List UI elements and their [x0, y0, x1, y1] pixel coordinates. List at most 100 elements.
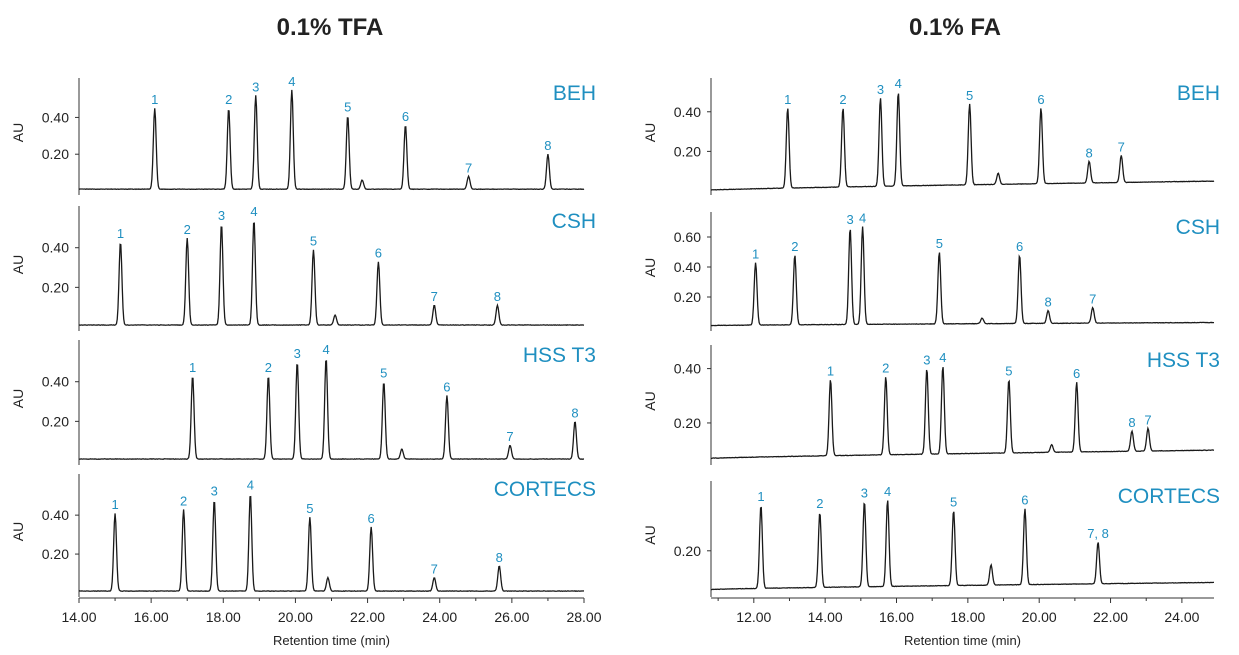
panel0-row0-trace [78, 89, 585, 191]
panel-title-tfa: 0.1% TFA [276, 14, 384, 41]
panel0-row0-peak-label: 7 [465, 160, 472, 175]
panel1-row7-peak-label: 7, 8 [1087, 526, 1109, 541]
panel1-row4-peak-label: 2 [839, 92, 846, 107]
panel0-row2-peak-label: 3 [294, 346, 301, 361]
panel1-x-tick-label: 18.00 [950, 609, 985, 625]
panel0-row0-y-tick-label: 0.20 [42, 146, 69, 162]
panel1-row4-peak-label: 5 [966, 88, 973, 103]
panel0-row2-y-tick-label: 0.40 [42, 374, 69, 390]
panel1-row5-peak-label: 4 [859, 211, 866, 226]
panel0-row3-y-tick-label: 0.40 [42, 507, 69, 523]
panel0-x-tick-label: 26.00 [494, 609, 529, 625]
panel1-row5-y-axis-label: AU [642, 258, 658, 277]
panel0-row2-trace [78, 360, 585, 460]
panel1-row4-y-axis-label: AU [642, 123, 658, 142]
panel1-row7-peak-label: 5 [950, 494, 957, 509]
panel0-row1-peak-label: 1 [117, 226, 124, 241]
panel0-row3-peak-label: 3 [211, 484, 218, 499]
panel1-row7-peak-label: 2 [816, 496, 823, 511]
panel0-row3-peak-label: 8 [496, 550, 503, 565]
panel1-row6-peak-label: 7 [1144, 412, 1151, 427]
panel1-x-tick-label: 24.00 [1164, 609, 1199, 625]
panel1-row4-peak-label: 8 [1086, 145, 1093, 160]
panel1-row7-y-tick-label: 0.20 [674, 543, 701, 559]
panel0-row3-peak-label: 7 [431, 561, 438, 576]
panel0-row0-peak-label: 2 [225, 92, 232, 107]
panel1-row6-y-tick-label: 0.20 [674, 415, 701, 431]
panel1-row6-y-axis-label: AU [642, 391, 658, 410]
panel0-row2-y-axis-label: AU [10, 389, 26, 408]
panel0-row2-peak-label: 1 [189, 360, 196, 375]
panel1-row5-y-tick-label: 0.20 [674, 289, 701, 305]
panel0-x-tick-label: 22.00 [350, 609, 385, 625]
panel0-row0-peak-label: 4 [288, 74, 295, 89]
panel0-row3-column-label: CORTECS [494, 478, 596, 501]
panel0-row2-peak-label: 6 [443, 380, 450, 395]
panel0-row2-y-tick-label: 0.20 [42, 413, 69, 429]
panel1-row7-peak-label: 6 [1021, 493, 1028, 508]
panel0-row1-peak-label: 8 [494, 289, 501, 304]
panel1-row4-peak-label: 3 [877, 82, 884, 97]
panel-title-fa: 0.1% FA [908, 14, 1002, 41]
panel1-row6-peak-label: 6 [1073, 366, 1080, 381]
panel0-row1-peak-label: 7 [431, 289, 438, 304]
panel0-row2-peak-label: 2 [265, 360, 272, 375]
panel0-row3-peak-label: 2 [180, 493, 187, 508]
panel0-row0-y-tick-label: 0.40 [42, 109, 69, 125]
panel0-row1-trace [78, 222, 585, 326]
panel0-row1-y-tick-label: 0.40 [42, 240, 69, 256]
panel1-row4-peak-label: 7 [1118, 139, 1125, 154]
panel0-row2-peak-label: 8 [571, 405, 578, 420]
panel1-row5-column-label: CSH [1176, 216, 1220, 239]
panel1-row5-peak-label: 7 [1089, 292, 1096, 307]
panel0-x-tick-label: 24.00 [422, 609, 457, 625]
panel1-row7-peak-label: 1 [757, 489, 764, 504]
panel0-row1-peak-label: 2 [184, 222, 191, 237]
panel1-row6-peak-label: 2 [882, 361, 889, 376]
panel0-x-axis-label: Retention time (min) [273, 633, 390, 648]
panel1-row5-peak-label: 3 [847, 212, 854, 227]
panel0-x-tick-label: 20.00 [278, 609, 313, 625]
panel1-row5-y-tick-label: 0.60 [674, 229, 701, 245]
panel1-row7-y-axis-label: AU [642, 525, 658, 544]
panel1-row4-y-tick-label: 0.20 [674, 143, 701, 159]
panel0-row3-peak-label: 4 [247, 478, 254, 493]
panel1-row6-trace [710, 367, 1215, 460]
panel0-row1-peak-label: 6 [375, 246, 382, 261]
panel1-row7-peak-label: 4 [884, 484, 891, 499]
panel1-x-tick-label: 14.00 [808, 609, 843, 625]
panel1-row6-y-tick-label: 0.40 [674, 361, 701, 377]
panel0-row0-column-label: BEH [553, 82, 596, 105]
panel1-row4-peak-label: 6 [1037, 92, 1044, 107]
panel1-x-tick-label: 22.00 [1093, 609, 1128, 625]
panel1-row5-trace [710, 226, 1215, 327]
panel1-x-tick-label: 20.00 [1022, 609, 1057, 625]
panel0-row3-peak-label: 6 [368, 511, 375, 526]
panel1-row6-peak-label: 8 [1128, 415, 1135, 430]
panel0-row1-peak-label: 5 [310, 234, 317, 249]
panel1-row4-peak-label: 4 [895, 76, 902, 91]
panel1-row4-column-label: BEH [1177, 82, 1220, 105]
panel0-row2-peak-label: 4 [322, 342, 329, 357]
panel1-row7-column-label: CORTECS [1118, 485, 1220, 508]
panel1-x-axis-label: Retention time (min) [904, 633, 1021, 648]
panel1-row5-peak-label: 8 [1044, 295, 1051, 310]
panel0-row2-column-label: HSS T3 [523, 344, 596, 367]
panel0-row3-trace [78, 495, 585, 593]
panel1-row5-peak-label: 5 [936, 236, 943, 251]
panel0-row1-peak-label: 4 [250, 204, 257, 219]
panel0-row0-peak-label: 1 [151, 92, 158, 107]
panel0-x-tick-label: 18.00 [206, 609, 241, 625]
panel0-row0-y-axis-label: AU [10, 123, 26, 142]
panel0-row1-y-tick-label: 0.20 [42, 279, 69, 295]
panel0-row1-peak-label: 3 [218, 208, 225, 223]
panel1-row6-peak-label: 4 [939, 350, 946, 365]
panel0-row3-peak-label: 1 [111, 497, 118, 512]
panel0-row3-peak-label: 5 [306, 501, 313, 516]
panel1-row5-y-tick-label: 0.40 [674, 259, 701, 275]
panel1-row6-peak-label: 5 [1005, 363, 1012, 378]
panel0-row1-column-label: CSH [552, 210, 596, 233]
panel0-row2-peak-label: 5 [380, 366, 387, 381]
panel0-x-tick-label: 28.00 [566, 609, 601, 625]
